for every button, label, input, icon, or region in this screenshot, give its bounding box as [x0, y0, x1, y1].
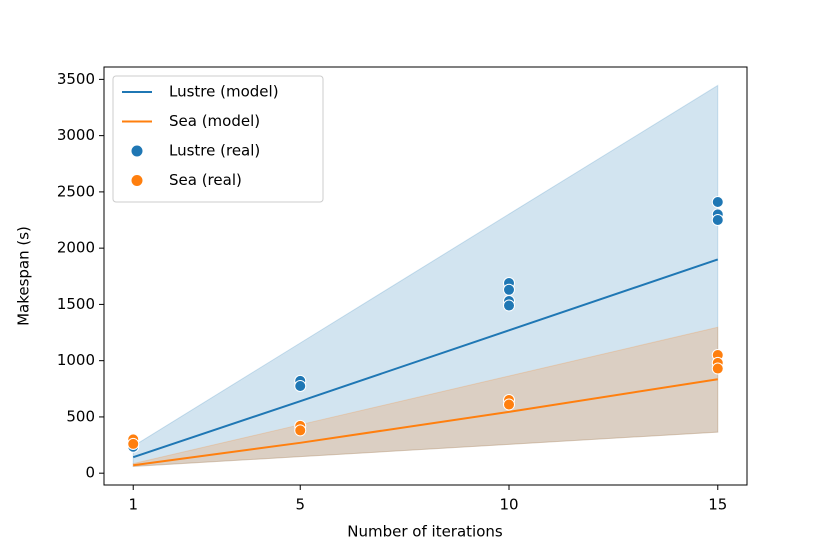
y-tick-label: 0 [85, 464, 95, 482]
legend-swatch [130, 144, 144, 158]
plot-frame [103, 66, 748, 486]
x-axis-label: Number of iterations [347, 523, 503, 541]
legend-label: Lustre (model) [169, 83, 279, 101]
confidence-band [132, 326, 719, 467]
model-line [133, 378, 718, 467]
confidence-band [132, 84, 719, 467]
data-point [711, 362, 724, 375]
data-point [711, 214, 724, 227]
legend-label: Sea (real) [169, 171, 242, 189]
x-tick-label: 15 [708, 496, 727, 514]
data-point [503, 283, 516, 296]
y-tick-label: 2500 [57, 182, 95, 200]
y-tick-label: 1500 [57, 295, 95, 313]
y-tick-label: 2000 [57, 239, 95, 257]
x-tick-label: 5 [295, 496, 305, 514]
data-point [294, 424, 307, 437]
y-tick-label: 3000 [57, 126, 95, 144]
legend-swatch [130, 174, 144, 187]
legend-label: Lustre (real) [169, 142, 260, 160]
data-point [127, 437, 140, 450]
data-point [711, 196, 724, 209]
y-tick-label: 1000 [57, 351, 95, 369]
y-axis-label: Makespan (s) [15, 226, 33, 326]
data-point [294, 379, 307, 392]
legend-box [112, 75, 324, 203]
legend-label: Sea (model) [169, 112, 260, 130]
y-tick-label: 500 [66, 407, 95, 425]
model-line [132, 258, 719, 459]
data-point [503, 299, 516, 312]
x-tick-label: 1 [128, 496, 138, 514]
data-point [503, 398, 516, 411]
y-tick-label: 3500 [57, 70, 95, 88]
x-tick-label: 10 [499, 496, 518, 514]
